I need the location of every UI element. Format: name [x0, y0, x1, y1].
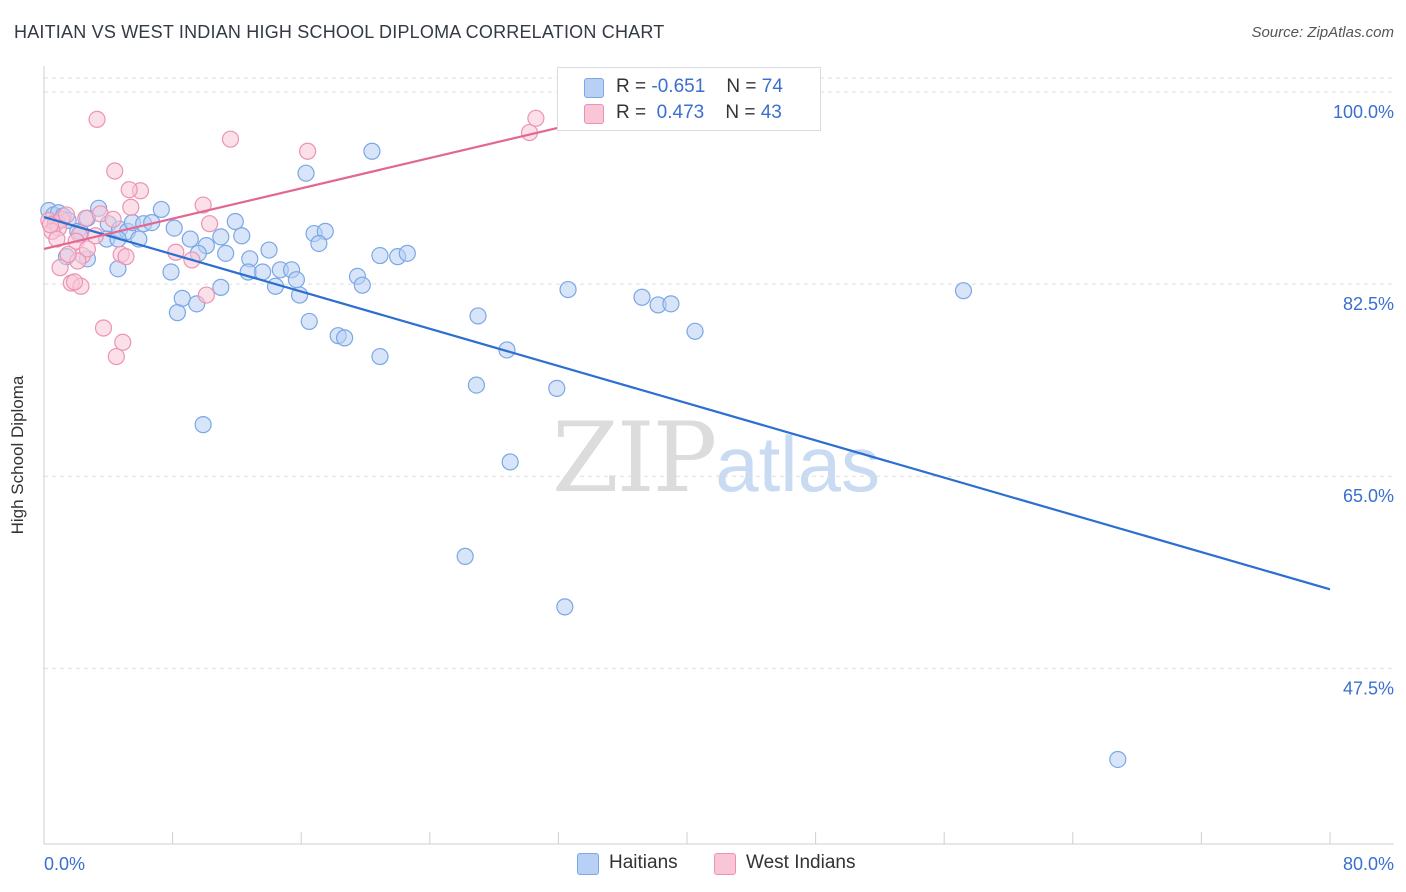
legend-swatch-west-indians [584, 104, 604, 124]
haitian-point [559, 280, 577, 299]
haitian-point [165, 219, 183, 237]
chart-title: HAITIAN VS WEST INDIAN HIGH SCHOOL DIPLO… [14, 22, 665, 42]
legend-n-label: N = [725, 102, 756, 123]
haitian-point [168, 304, 187, 322]
y-axis-label: High School Diploma [8, 375, 27, 535]
west-indian-point [88, 110, 106, 129]
haitian-point [1109, 750, 1127, 769]
legend-n-label: N = [726, 76, 757, 97]
trend-lines [43, 96, 1331, 591]
chart-source: Source: ZipAtlas.com [1251, 24, 1394, 41]
bottom-legend-swatch-west-indians [714, 853, 736, 875]
haitian-point [300, 312, 318, 331]
west-indian-point [77, 209, 95, 227]
data-points [40, 89, 1127, 769]
haitian-point [398, 244, 416, 262]
haitian-point [297, 164, 315, 182]
x-tick-label: 80.0% [1343, 854, 1394, 874]
west-indian-point [59, 245, 77, 264]
legend-r-value: -0.651 [651, 76, 706, 97]
haitian-point [173, 289, 191, 307]
legend-r-label: R = [616, 76, 647, 97]
haitian-point [456, 547, 474, 565]
west-indian-point [104, 210, 122, 228]
gridlines [44, 77, 1394, 669]
west-indian-point [194, 196, 212, 214]
west-indian-point [120, 181, 138, 199]
haitian-point [353, 276, 371, 294]
y-tick-label: 65.0% [1343, 486, 1394, 506]
legend-text-west-indians: R = 0.473 N = 43 [616, 102, 782, 124]
haitian-point [217, 244, 235, 262]
west-indian-point [200, 215, 219, 233]
west-indian-point [107, 347, 125, 366]
y-tick-label: 47.5% [1343, 678, 1394, 698]
haitian-point [287, 271, 305, 289]
stats-legend: R = -0.651 N = 74 R = 0.473 N = 43 [557, 67, 821, 131]
haitian-point [194, 416, 212, 434]
legend-swatch-haitians [584, 78, 604, 98]
haitian-point [162, 263, 180, 281]
west-indian-point [122, 198, 140, 216]
west-indian-point [197, 286, 215, 304]
west-indian-point [106, 162, 124, 180]
haitian-point [226, 212, 244, 231]
west-indian-point [78, 240, 97, 258]
haitian-point [371, 246, 389, 265]
haitian-point [633, 288, 651, 306]
haitian-point [212, 278, 230, 296]
west-indian-point [221, 130, 240, 148]
west-indian-point [117, 248, 135, 266]
bottom-legend-label-west-indians: West Indians [746, 852, 856, 873]
haitian-point [212, 228, 230, 246]
haitian-point [548, 379, 566, 397]
haitian-point [371, 347, 389, 366]
haitian-point [954, 282, 973, 300]
haitian-point [501, 453, 519, 471]
west-indian-point [48, 230, 66, 248]
axes [43, 66, 1394, 845]
legend-r-label: R = [616, 102, 647, 123]
bottom-legend-swatch-haitians [577, 853, 599, 875]
haitian-point [233, 227, 251, 245]
haitian-point [556, 598, 574, 616]
y-tick-label: 82.5% [1343, 294, 1394, 314]
west-indian-point [51, 259, 69, 277]
haitian-point [336, 329, 354, 347]
y-tick-label: 100.0% [1333, 102, 1394, 122]
west-indian-point [299, 142, 317, 160]
haitian-point [260, 241, 278, 259]
west-indian-point [114, 333, 132, 351]
haitian-point [181, 230, 199, 248]
haitian-point [469, 307, 487, 325]
west-indian-point [527, 109, 545, 127]
bottom-legend-label-haitians: Haitians [609, 852, 678, 873]
haitian-point [152, 200, 170, 219]
haitian-point [662, 295, 680, 313]
legend-n-value: 43 [760, 102, 782, 123]
west-indian-point [94, 319, 113, 337]
haitian-trend-line [43, 216, 1331, 591]
x-tick-label: 0.0% [44, 854, 85, 874]
tick-labels: 47.5% 65.0% 82.5% 100.0% 0.0% 80.0% [44, 102, 1394, 874]
haitian-point [686, 322, 704, 340]
west-indian-point [65, 273, 84, 291]
haitian-point [310, 234, 328, 253]
haitian-point [363, 142, 381, 160]
legend-text-haitians: R = -0.651 N = 74 [616, 76, 783, 98]
haitian-point [467, 376, 486, 394]
legend-n-value: 74 [761, 76, 783, 97]
legend-r-value: 0.473 [656, 102, 705, 123]
haitian-point [254, 263, 272, 281]
